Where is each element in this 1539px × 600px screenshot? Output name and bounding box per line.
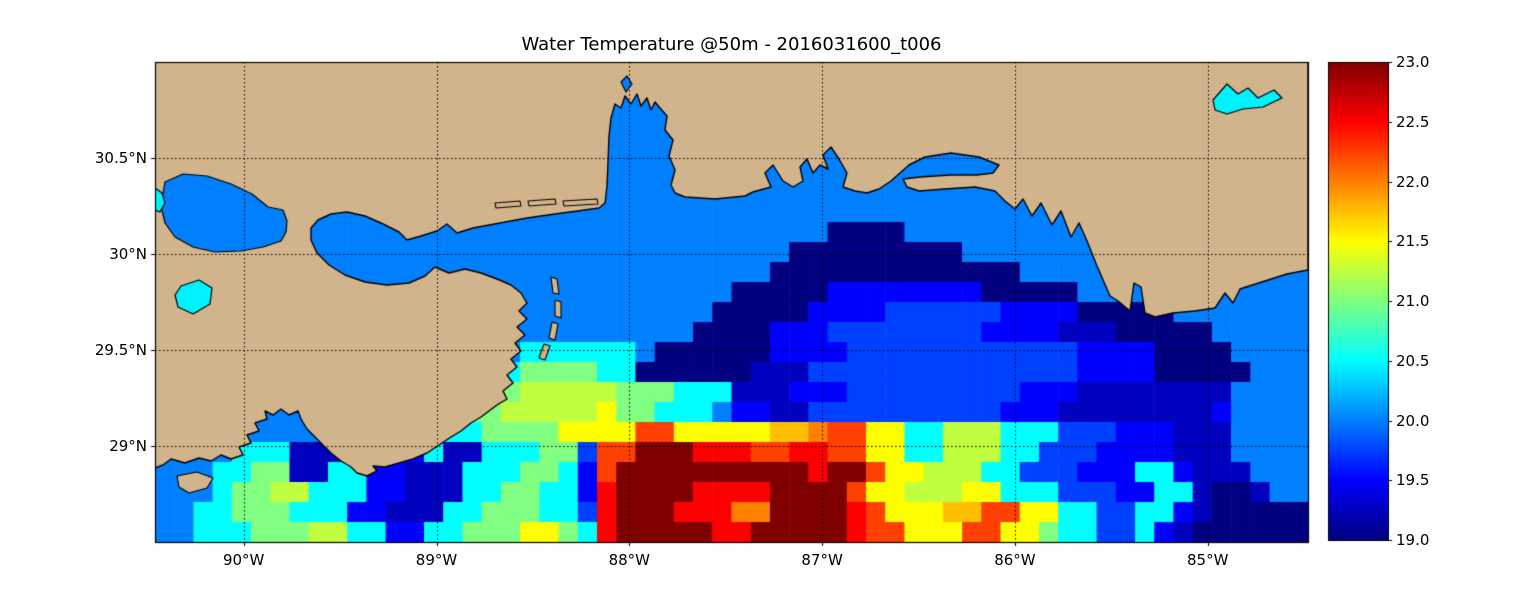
colorbar-tick-label: 22.5: [1396, 112, 1430, 131]
chart-title: Water Temperature @50m - 2016031600_t006: [521, 34, 942, 55]
lon-tick-label: 89°W: [415, 551, 458, 569]
lon-tick-label: 88°W: [608, 551, 650, 569]
lat-tick-label: 29°N: [109, 437, 147, 455]
colorbar-tick-label: 21.5: [1396, 232, 1430, 251]
lon-tick-label: 90°W: [222, 551, 265, 569]
colorbar-tick-label: 21.0: [1396, 292, 1430, 310]
lat-tick-label: 29.5°N: [94, 341, 147, 359]
colorbar-tick-label: 20.5: [1396, 351, 1430, 370]
colorbar-tick-label: 20.0: [1396, 411, 1430, 430]
lon-tick-label: 86°W: [994, 551, 1036, 569]
lon-tick-label: 85°W: [1187, 551, 1229, 569]
lon-tick-label: 87°W: [801, 551, 843, 569]
colorbar-tick-label: 19.0: [1396, 531, 1430, 549]
colorbar-tick-label: 19.5: [1396, 471, 1430, 490]
lat-tick-label: 30°N: [109, 245, 147, 263]
colorbar-tick-label: 23.0: [1396, 53, 1430, 71]
lat-tick-label: 30.5°N: [94, 149, 147, 167]
colorbar-tick-label: 22.0: [1396, 172, 1430, 191]
